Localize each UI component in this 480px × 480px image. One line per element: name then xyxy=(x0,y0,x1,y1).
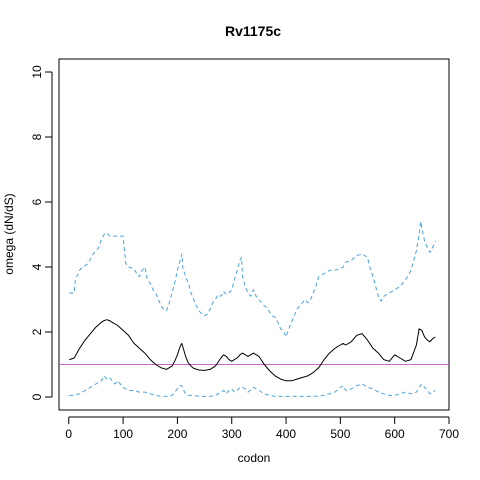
y-tick-label: 8 xyxy=(30,133,44,140)
x-tick-label: 100 xyxy=(113,427,133,441)
y-tick-label: 10 xyxy=(30,65,44,79)
x-tick-label: 0 xyxy=(65,427,72,441)
x-tick-label: 700 xyxy=(439,427,459,441)
series-line-2 xyxy=(69,319,436,382)
x-axis: 0 100 200 300 400 500 600 700 xyxy=(65,416,459,441)
x-axis-label: codon xyxy=(238,451,271,465)
y-tick-label: 0 xyxy=(30,393,44,400)
y-tick-label: 4 xyxy=(30,263,44,270)
y-tick-label: 6 xyxy=(30,198,44,205)
series-line-3 xyxy=(69,375,436,397)
series-layer xyxy=(59,221,449,397)
plot-frame xyxy=(58,58,450,411)
x-tick-label: 500 xyxy=(330,427,350,441)
series-line-1 xyxy=(69,221,436,338)
x-tick-label: 400 xyxy=(276,427,296,441)
y-tick-label: 2 xyxy=(30,328,44,335)
y-axis-label: omega (dN/dS) xyxy=(2,193,16,274)
x-tick-label: 600 xyxy=(385,427,405,441)
x-tick-label: 300 xyxy=(222,427,242,441)
y-axis: 0 2 4 6 8 10 xyxy=(30,65,53,400)
x-tick-label: 200 xyxy=(167,427,187,441)
chart-title: Rv1175c xyxy=(225,23,281,39)
